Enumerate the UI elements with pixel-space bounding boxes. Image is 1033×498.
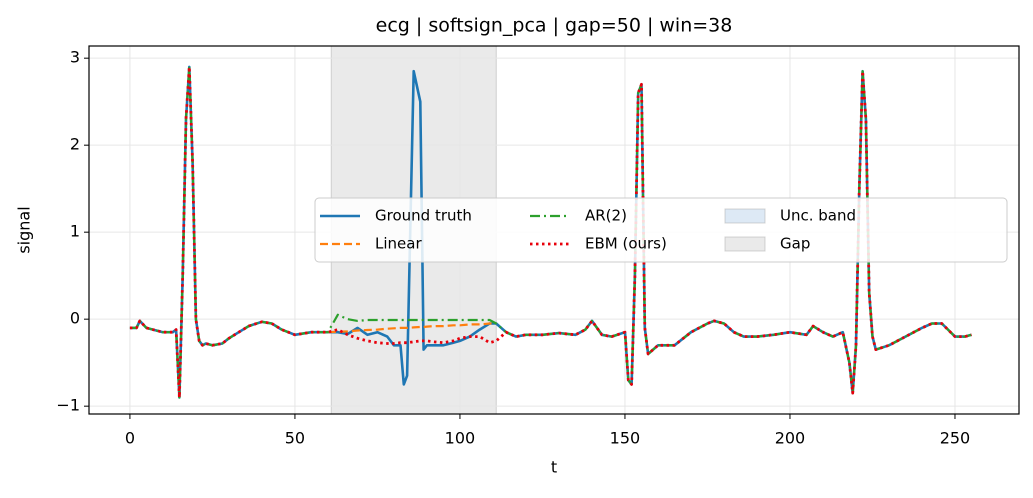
x-tick-label: 250 [940,429,971,448]
x-tick-label: 200 [775,429,806,448]
x-axis-label: t [551,458,557,477]
legend-label: Linear [375,235,422,253]
legend-label: Unc. band [780,207,856,225]
x-tick-label: 150 [610,429,641,448]
x-tick-label: 50 [285,429,305,448]
y-tick-label: 1 [70,222,80,241]
series-line [129,65,972,399]
y-tick-label: 3 [70,48,80,67]
legend-label: EBM (ours) [585,235,667,253]
y-tick-label: 2 [70,135,80,154]
chart-title: ecg | softsign_pca | gap=50 | win=38 [376,15,733,37]
legend: Ground truth Linear AR(2) EBM (ours) Unc. ba… [314,197,1008,263]
legend-label: AR(2) [585,207,627,225]
legend-label: Ground truth [375,207,472,225]
legend-label: Gap [780,235,810,253]
y-tick-label: −1 [56,396,80,415]
y-axis-label: signal [15,206,34,253]
x-tick-label: 100 [445,429,476,448]
x-tick-label: 0 [125,429,135,448]
plot-frame [88,45,1020,415]
legend-patch [724,236,766,252]
legend-box [314,197,1008,263]
y-tick-label: 0 [70,309,80,328]
legend-patch [724,208,766,224]
series-line [327,322,497,334]
